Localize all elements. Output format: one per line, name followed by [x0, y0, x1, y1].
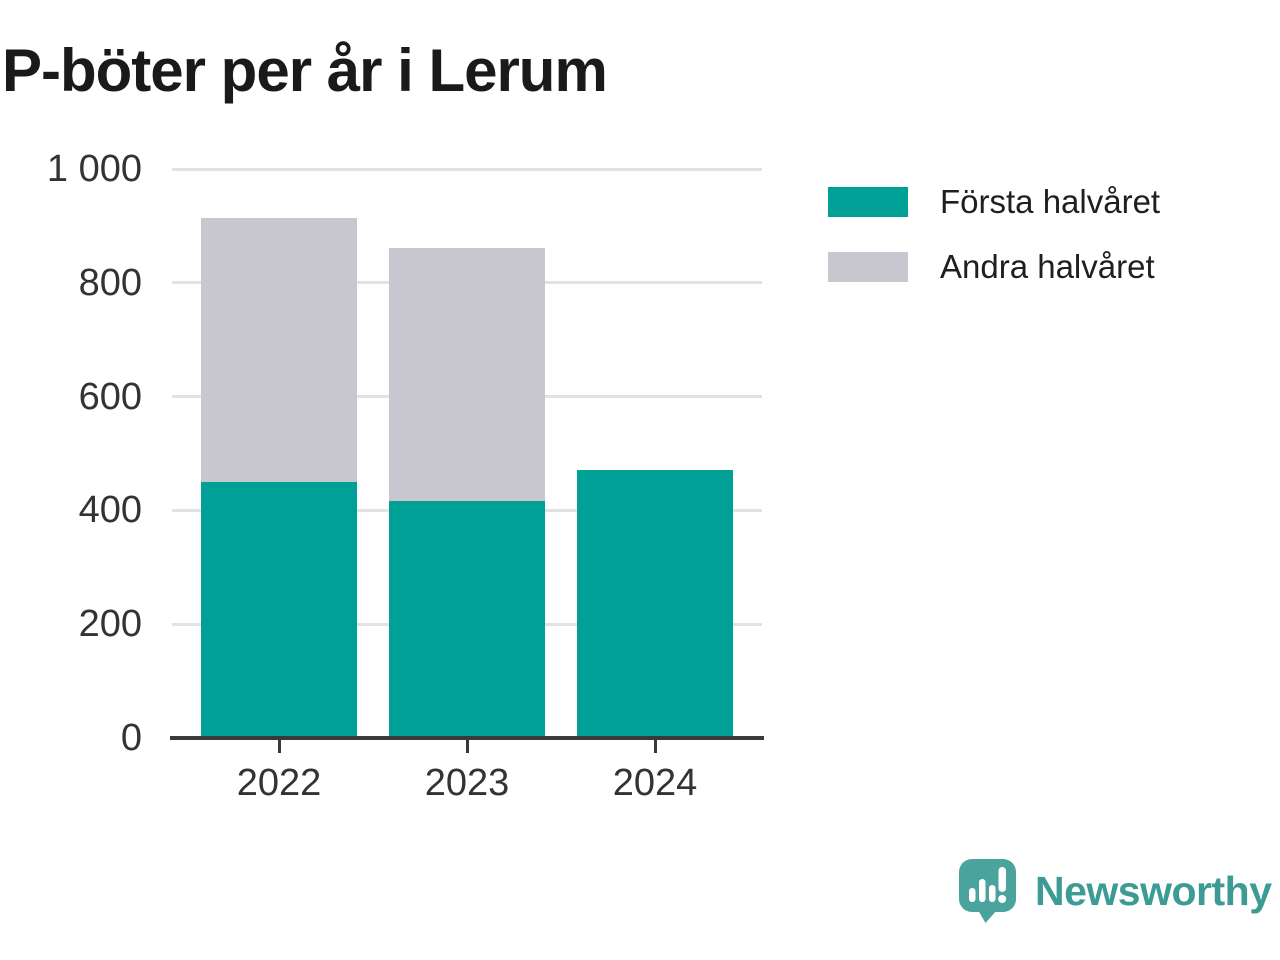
bar-2022-forsta [201, 481, 357, 738]
x-axis-line [170, 736, 764, 740]
x-axis-tick-2022 [277, 740, 281, 753]
gridline-y-1000 [172, 167, 762, 171]
newsworthy-wordmark: Newsworthy [1035, 867, 1272, 914]
chart-title: P-böter per år i Lerum [2, 37, 608, 104]
bar-2024-forsta [577, 470, 733, 738]
x-axis-label-2023: 2023 [424, 762, 510, 804]
y-axis-tick-label: 600 [78, 375, 142, 418]
legend-swatch-andra-halvaret [828, 252, 908, 282]
legend: Första halvåret Andra halvåret [828, 183, 1160, 313]
bar-2023-forsta [389, 500, 545, 738]
y-axis-tick-label: 1 000 [46, 148, 142, 190]
bar-2022-andra [201, 217, 357, 482]
legend-label-andra-halvaret: Andra halvåret [940, 248, 1155, 285]
x-axis-tick-2024 [653, 740, 657, 753]
y-axis-tick-label: 800 [78, 261, 142, 304]
legend-item-forsta-halvaret: Första halvåret [828, 183, 1160, 221]
legend-swatch-forsta-halvaret [828, 187, 908, 217]
bar-2023-andra [389, 247, 545, 501]
y-axis-tick-label: 200 [78, 603, 142, 646]
y-axis-tick-label: 0 [120, 717, 142, 759]
legend-label-forsta-halvaret: Första halvåret [940, 183, 1161, 220]
x-axis-label-2022: 2022 [236, 762, 322, 804]
x-axis-label-2024: 2024 [612, 762, 698, 804]
newsworthy-logo-icon [959, 859, 1016, 923]
legend-item-andra-halvaret: Andra halvåret [828, 248, 1160, 286]
y-axis-tick-label: 400 [78, 489, 142, 532]
x-axis-tick-2023 [465, 740, 469, 753]
newsworthy-branding: Newsworthy [958, 858, 1272, 924]
